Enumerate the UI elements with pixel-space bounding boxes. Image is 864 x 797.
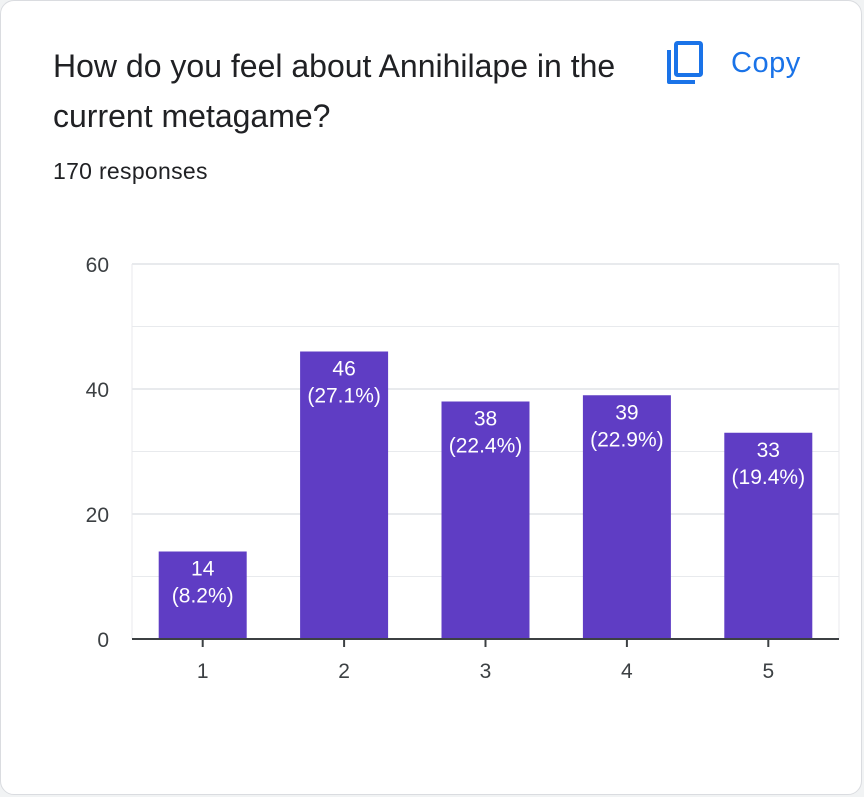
bar-value-label: 33	[757, 439, 780, 462]
copy-label: Copy	[731, 46, 801, 79]
bar-value-label: 38	[474, 408, 497, 431]
bar-value-label: 14	[191, 558, 215, 581]
bar-5[interactable]	[724, 432, 813, 639]
x-tick-label: 1	[197, 660, 209, 683]
bar-1[interactable]	[158, 551, 247, 640]
y-tick-label: 60	[86, 254, 109, 277]
x-tick-label: 5	[762, 660, 774, 683]
bar-2[interactable]	[300, 351, 389, 640]
y-tick-label: 20	[86, 504, 109, 527]
bar-value-label: 46	[332, 358, 355, 381]
y-tick-label: 40	[86, 379, 109, 402]
x-tick-label: 2	[338, 660, 350, 683]
x-tick-label: 4	[621, 660, 633, 683]
question-title: How do you feel about Annihilape in the …	[53, 48, 616, 134]
x-tick-label: 3	[480, 660, 492, 683]
bars	[158, 351, 813, 640]
bar-percent-label: (22.9%)	[590, 428, 664, 451]
bar-4[interactable]	[582, 395, 671, 639]
bar-percent-label: (22.4%)	[449, 435, 523, 458]
bar-3[interactable]	[441, 401, 530, 640]
bar-percent-label: (27.1%)	[307, 385, 381, 408]
bar-percent-label: (19.4%)	[732, 466, 806, 489]
axes	[132, 638, 839, 647]
y-tick-label: 0	[97, 629, 109, 652]
bar-percent-label: (8.2%)	[172, 585, 234, 608]
bar-value-label: 39	[615, 401, 638, 424]
copy-button[interactable]: Copy	[665, 37, 801, 89]
labels: 0 20 40 60 14 (8.2%) 1 46 (27.1%) 2 38 (22.4%) 3 39 (2…	[86, 254, 805, 683]
responses-count: 170 responses	[53, 158, 208, 184]
copy-icon	[667, 41, 703, 84]
